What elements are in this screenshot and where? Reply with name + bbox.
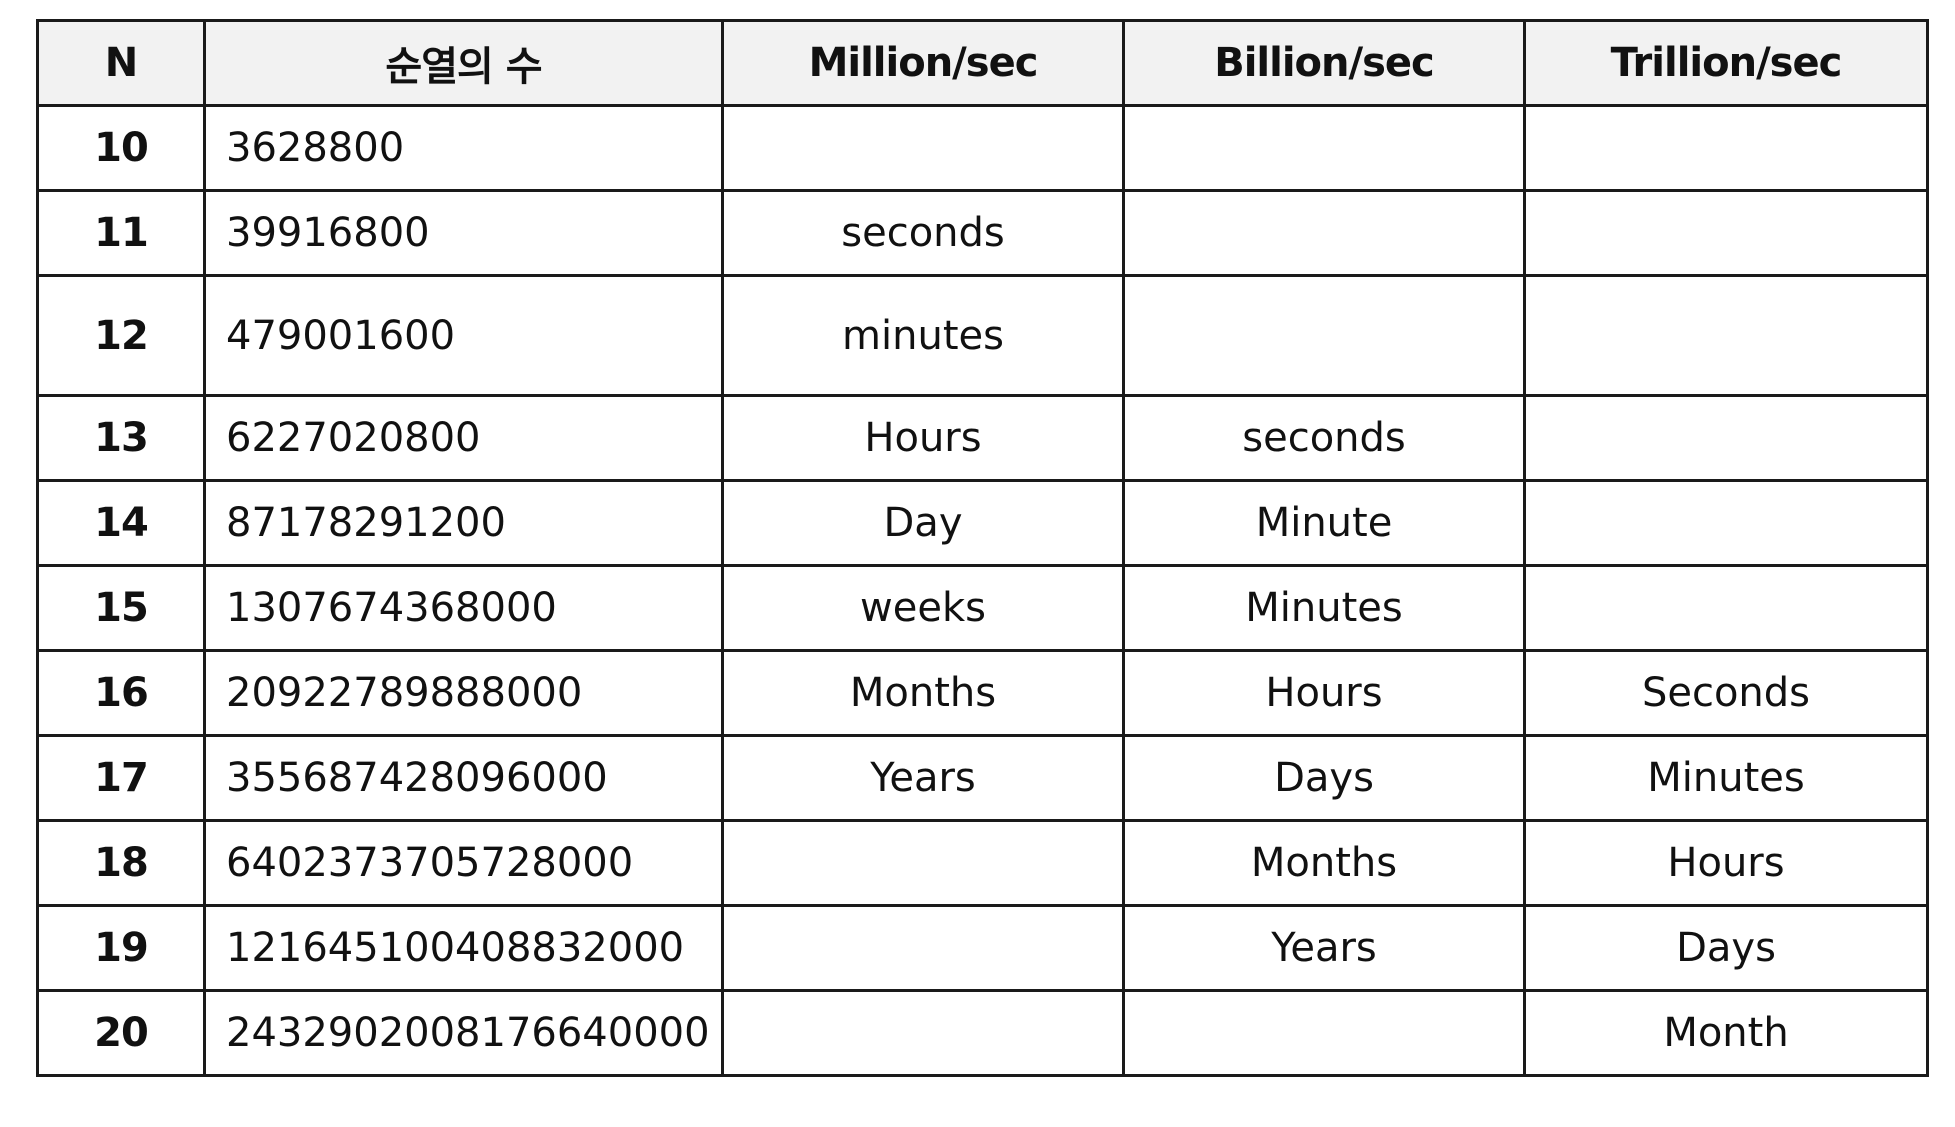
cell-trillion-per-sec (1523, 394, 1929, 482)
cell-trillion-per-sec: Days (1523, 904, 1929, 992)
table-row: 19 121645100408832000 Years Days (36, 904, 1929, 992)
cell-trillion-per-sec: Seconds (1523, 649, 1929, 737)
cell-billion-per-sec: Minute (1122, 479, 1526, 567)
cell-million-per-sec (721, 104, 1125, 192)
header-row: N 순열의 수 Million/sec Billion/sec Trillion… (36, 19, 1929, 107)
cell-billion-per-sec: Days (1122, 734, 1526, 822)
cell-n: 11 (36, 189, 206, 277)
header-trillion-per-sec: Trillion/sec (1523, 19, 1929, 107)
cell-n: 10 (36, 104, 206, 192)
cell-permutation-count: 39916800 (203, 189, 724, 277)
cell-million-per-sec: weeks (721, 564, 1125, 652)
cell-permutation-count: 355687428096000 (203, 734, 724, 822)
header-permutation-count: 순열의 수 (203, 19, 724, 107)
cell-permutation-count: 121645100408832000 (203, 904, 724, 992)
cell-billion-per-sec: Years (1122, 904, 1526, 992)
table-row: 10 3628800 (36, 104, 1929, 192)
cell-trillion-per-sec (1523, 479, 1929, 567)
header-billion-per-sec: Billion/sec (1122, 19, 1526, 107)
cell-million-per-sec: seconds (721, 189, 1125, 277)
cell-n: 17 (36, 734, 206, 822)
table-row: 20 2432902008176640000 Month (36, 989, 1929, 1077)
cell-permutation-count: 479001600 (203, 274, 724, 397)
cell-n: 19 (36, 904, 206, 992)
cell-permutation-count: 20922789888000 (203, 649, 724, 737)
cell-million-per-sec (721, 819, 1125, 907)
table-row: 11 39916800 seconds (36, 189, 1929, 277)
cell-million-per-sec: Hours (721, 394, 1125, 482)
cell-permutation-count: 2432902008176640000 (203, 989, 724, 1077)
cell-n: 13 (36, 394, 206, 482)
cell-trillion-per-sec (1523, 104, 1929, 192)
cell-n: 14 (36, 479, 206, 567)
cell-trillion-per-sec (1523, 189, 1929, 277)
cell-n: 16 (36, 649, 206, 737)
header-n: N (36, 19, 206, 107)
cell-trillion-per-sec (1523, 564, 1929, 652)
header-million-per-sec: Million/sec (721, 19, 1125, 107)
cell-trillion-per-sec (1523, 274, 1929, 397)
table-row: 18 6402373705728000 Months Hours (36, 819, 1929, 907)
table-row: 16 20922789888000 Months Hours Seconds (36, 649, 1929, 737)
cell-n: 20 (36, 989, 206, 1077)
cell-permutation-count: 3628800 (203, 104, 724, 192)
cell-million-per-sec (721, 989, 1125, 1077)
cell-trillion-per-sec: Month (1523, 989, 1929, 1077)
cell-trillion-per-sec: Hours (1523, 819, 1929, 907)
cell-billion-per-sec: Minutes (1122, 564, 1526, 652)
cell-billion-per-sec (1122, 189, 1526, 277)
cell-permutation-count: 1307674368000 (203, 564, 724, 652)
cell-n: 12 (36, 274, 206, 397)
cell-million-per-sec (721, 904, 1125, 992)
cell-n: 18 (36, 819, 206, 907)
cell-permutation-count: 6402373705728000 (203, 819, 724, 907)
table-row: 12 479001600 minutes (36, 274, 1929, 397)
cell-billion-per-sec: Hours (1122, 649, 1526, 737)
cell-billion-per-sec: seconds (1122, 394, 1526, 482)
table-row: 15 1307674368000 weeks Minutes (36, 564, 1929, 652)
permutation-time-table: N 순열의 수 Million/sec Billion/sec Trillion… (36, 19, 1929, 1077)
table-row: 14 87178291200 Day Minute (36, 479, 1929, 567)
cell-permutation-count: 87178291200 (203, 479, 724, 567)
cell-billion-per-sec (1122, 989, 1526, 1077)
cell-billion-per-sec (1122, 104, 1526, 192)
table-row: 17 355687428096000 Years Days Minutes (36, 734, 1929, 822)
cell-permutation-count: 6227020800 (203, 394, 724, 482)
cell-million-per-sec: Day (721, 479, 1125, 567)
cell-billion-per-sec: Months (1122, 819, 1526, 907)
cell-million-per-sec: minutes (721, 274, 1125, 397)
cell-n: 15 (36, 564, 206, 652)
cell-million-per-sec: Years (721, 734, 1125, 822)
table-row: 13 6227020800 Hours seconds (36, 394, 1929, 482)
cell-billion-per-sec (1122, 274, 1526, 397)
cell-trillion-per-sec: Minutes (1523, 734, 1929, 822)
cell-million-per-sec: Months (721, 649, 1125, 737)
